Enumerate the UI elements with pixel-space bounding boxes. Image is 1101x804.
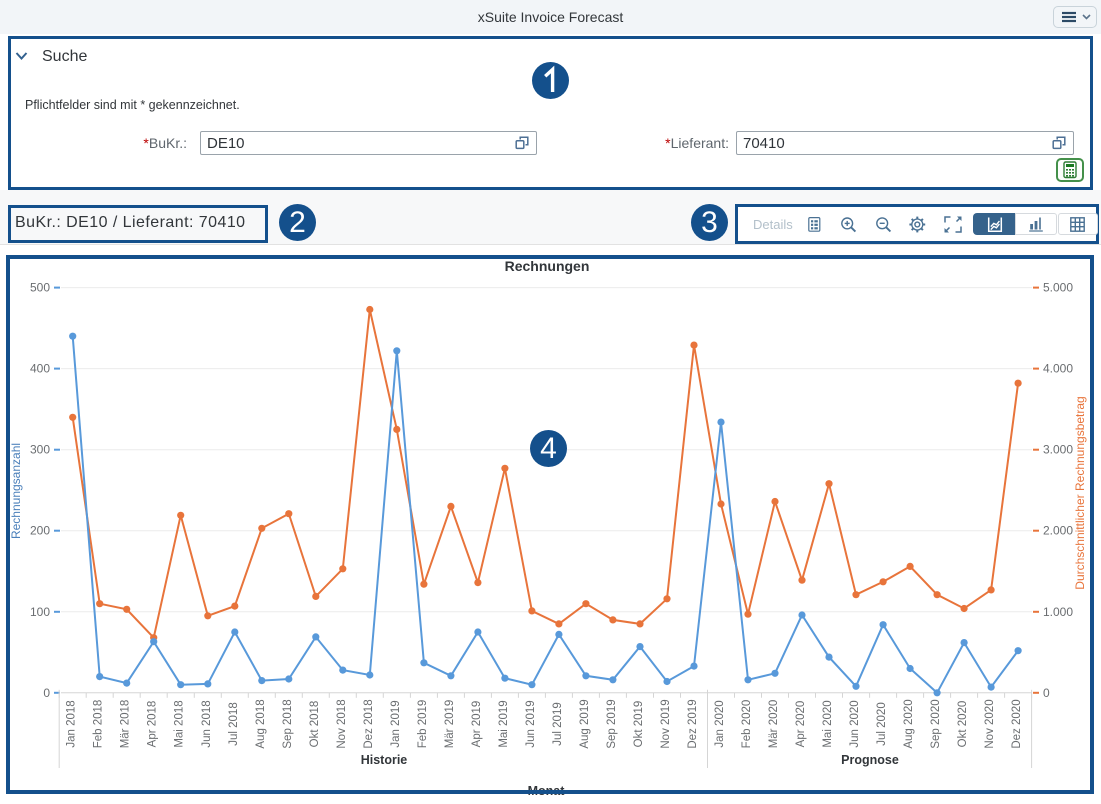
svg-text:Feb 2019: Feb 2019 — [417, 700, 429, 749]
svg-text:Aug 2018: Aug 2018 — [255, 699, 267, 748]
svg-text:Dez 2018: Dez 2018 — [363, 699, 375, 748]
svg-text:Okt 2020: Okt 2020 — [957, 701, 969, 748]
svg-text:400: 400 — [30, 362, 50, 376]
svg-text:Mai 2020: Mai 2020 — [822, 700, 834, 747]
svg-text:Jun 2019: Jun 2019 — [525, 700, 537, 747]
svg-text:Rechnungen: Rechnungen — [505, 258, 590, 274]
svg-text:Nov 2020: Nov 2020 — [984, 699, 996, 748]
svg-text:Apr 2020: Apr 2020 — [795, 701, 807, 748]
svg-text:Jan 2018: Jan 2018 — [66, 700, 78, 747]
svg-text:Mär 2019: Mär 2019 — [444, 700, 456, 749]
svg-text:Feb 2020: Feb 2020 — [741, 700, 753, 749]
svg-text:Dez 2019: Dez 2019 — [687, 699, 699, 748]
svg-text:Feb 2018: Feb 2018 — [93, 700, 105, 749]
svg-text:Aug 2019: Aug 2019 — [579, 699, 591, 748]
svg-text:Sep 2020: Sep 2020 — [930, 699, 942, 748]
svg-text:5.000: 5.000 — [1043, 281, 1073, 295]
svg-text:Mär 2020: Mär 2020 — [768, 700, 780, 749]
svg-text:1.000: 1.000 — [1043, 605, 1073, 619]
svg-text:Prognose: Prognose — [841, 753, 899, 767]
svg-text:500: 500 — [30, 281, 50, 295]
svg-text:200: 200 — [30, 524, 50, 538]
svg-text:Historie: Historie — [361, 753, 408, 767]
svg-text:Nov 2018: Nov 2018 — [336, 699, 348, 748]
svg-text:Apr 2019: Apr 2019 — [471, 701, 483, 748]
svg-text:4.000: 4.000 — [1043, 362, 1073, 376]
svg-text:3.000: 3.000 — [1043, 443, 1073, 457]
svg-text:Mai 2019: Mai 2019 — [498, 700, 510, 747]
svg-text:Jan 2019: Jan 2019 — [390, 700, 402, 747]
svg-text:Aug 2020: Aug 2020 — [903, 699, 915, 748]
svg-text:Rechnungsanzahl: Rechnungsanzahl — [9, 443, 23, 539]
svg-text:Jun 2020: Jun 2020 — [849, 700, 861, 747]
svg-text:0: 0 — [43, 686, 50, 700]
svg-text:100: 100 — [30, 605, 50, 619]
svg-text:Sep 2019: Sep 2019 — [606, 699, 618, 748]
svg-text:Durchschnittlicher Rechnungsbe: Durchschnittlicher Rechnungsbetrag — [1073, 396, 1087, 589]
svg-text:Mär 2018: Mär 2018 — [120, 700, 132, 749]
svg-text:Jul 2018: Jul 2018 — [228, 702, 240, 745]
svg-text:Nov 2019: Nov 2019 — [660, 699, 672, 748]
svg-text:Jun 2018: Jun 2018 — [201, 700, 213, 747]
svg-text:Mai 2018: Mai 2018 — [174, 700, 186, 747]
svg-text:Jul 2019: Jul 2019 — [552, 702, 564, 745]
svg-text:Jan 2020: Jan 2020 — [714, 700, 726, 747]
svg-text:Sep 2018: Sep 2018 — [282, 699, 294, 748]
svg-text:Okt 2019: Okt 2019 — [633, 701, 645, 748]
svg-text:Jul 2020: Jul 2020 — [876, 702, 888, 745]
svg-text:0: 0 — [1043, 686, 1050, 700]
svg-text:Okt 2018: Okt 2018 — [309, 701, 321, 748]
svg-text:Dez 2020: Dez 2020 — [1011, 699, 1023, 748]
svg-text:300: 300 — [30, 443, 50, 457]
svg-text:2.000: 2.000 — [1043, 524, 1073, 538]
svg-text:Apr 2018: Apr 2018 — [147, 701, 159, 748]
